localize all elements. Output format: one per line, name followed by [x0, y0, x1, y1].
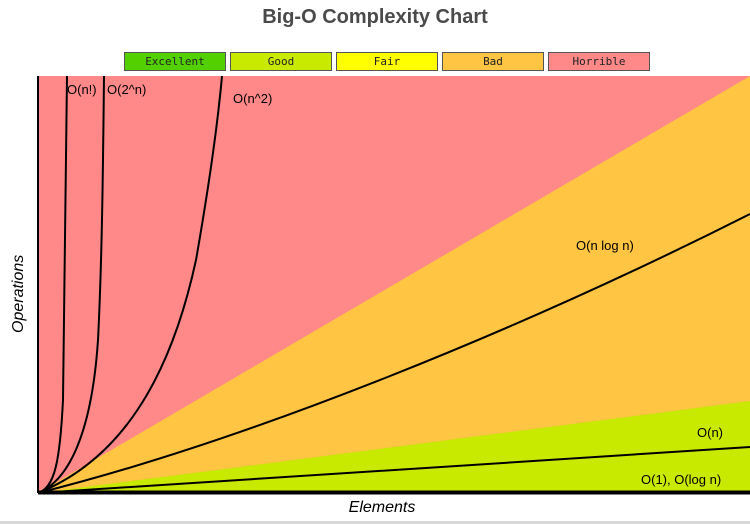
legend-item-fair: Fair — [336, 52, 438, 71]
label-o-1-o-log-n: O(1), O(log n) — [641, 472, 721, 487]
curve-o-n-log-n — [37, 213, 750, 494]
curve-o-2-n — [37, 75, 105, 494]
label-o-n: O(n) — [697, 425, 723, 440]
y-axis-label: Operations — [10, 254, 27, 333]
legend-item-horrible: Horrible — [548, 52, 650, 71]
curve-o-n — [37, 446, 750, 494]
curve-o-n-squared — [37, 75, 223, 494]
chart-title: Big-O Complexity Chart — [262, 6, 488, 28]
legend-item-bad: Bad — [442, 52, 544, 71]
label-o-n-squared: O(n^2) — [233, 91, 272, 106]
region-good — [38, 401, 750, 493]
legend-item-good: Good — [230, 52, 332, 71]
bottom-divider — [0, 521, 750, 524]
label-o-2-n: O(2^n) — [107, 82, 146, 97]
legend-item-excellent: Excellent — [124, 52, 226, 71]
label-o-n-factorial: O(n!) — [67, 82, 97, 97]
region-bad — [38, 76, 750, 493]
curve-o-n-factorial — [37, 75, 68, 494]
label-o-n-log-n: O(n log n) — [576, 238, 634, 253]
legend: Excellent Good Fair Bad Horrible — [124, 52, 650, 71]
x-axis-label: Elements — [348, 499, 416, 516]
